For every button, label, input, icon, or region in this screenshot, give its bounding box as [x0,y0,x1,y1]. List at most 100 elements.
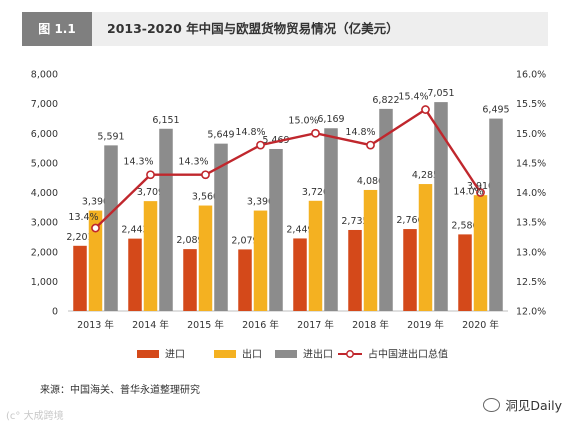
y-left-tick-label: 1,000 [31,277,58,288]
source-note: 来源：中国海关、普华永道整理研究 [40,385,200,396]
line-data-label: 14.3% [123,157,153,168]
share-point [421,105,430,114]
legend-import-label: 进口 [165,349,185,361]
bar-data-label: 3,560 [192,192,219,203]
bar-data-label: 2,079 [231,235,258,246]
share-point [201,170,210,180]
watermark-logo-right: 洞见Daily [483,395,562,414]
legend-share-label: 占中国进出口总值 [368,348,448,361]
y-left-tick-label: 0 [52,307,58,318]
bar-data-label: 6,495 [482,105,509,116]
line-data-label: 13.4% [68,212,98,223]
y-right-tick-label: 12.5% [516,277,546,288]
x-tick-label: 2017 年 [297,319,334,331]
share-point [146,170,155,180]
y-right-tick-label: 15.0% [516,129,546,140]
y-right-tick-label: 13.5% [516,218,546,229]
y-right-tick-label: 16.0% [516,70,546,81]
bar-export [308,200,323,311]
bar-import [403,229,417,311]
y-right-tick-label: 14.5% [516,158,546,169]
bar-total [214,143,228,311]
share-point [311,128,320,138]
legend-export-swatch [214,350,236,358]
legend-total-label: 进出口 [303,348,333,361]
y-left-tick-label: 2,000 [31,247,58,258]
bar-total [434,102,448,311]
x-tick-label: 2020 年 [462,319,499,331]
bar-data-label: 5,649 [207,130,234,141]
y-left-tick-label: 4,000 [31,188,58,199]
bar-data-label: 6,169 [317,114,344,125]
bar-data-label: 3,390 [82,197,109,208]
line-data-label: 14.8% [345,127,375,138]
line-data-label: 15.0% [288,115,318,126]
x-tick-label: 2016 年 [242,319,279,331]
bar-data-label: 2,443 [121,225,148,236]
bar-export [363,189,378,311]
share-line [94,107,482,229]
line-data-label: 15.4% [398,92,428,103]
x-tick-label: 2018 年 [352,319,389,331]
bar-import [183,249,197,311]
bar-import [238,249,252,311]
x-tick-label: 2019 年 [407,319,444,331]
y-left-tick-label: 5,000 [31,158,58,169]
bar-import [73,245,87,311]
y-left-tick-label: 6,000 [31,129,58,140]
bar-export [418,184,433,311]
bar-data-label: 5,591 [97,131,124,142]
figure-label: 图 1.1 [22,12,92,46]
share-point [476,188,485,197]
bar-total [324,128,338,311]
bar-export [143,201,158,311]
share-point [256,140,265,150]
bar-data-label: 3,720 [302,187,329,198]
bar-total [379,108,393,311]
legend-total-swatch [275,350,297,358]
bar-data-label: 2,766 [396,215,423,226]
bar-total [159,128,173,311]
bar-data-label: 3,709 [137,187,164,198]
bar-import [128,238,142,311]
share-point [91,223,100,233]
bar-data-label: 7,051 [427,88,454,99]
bar-import [458,234,472,311]
bar-export [253,210,268,311]
bar-export [473,195,488,311]
bar-data-label: 2,449 [286,224,313,235]
bar-data-label: 6,151 [152,115,179,126]
bar-data-label: 2,201 [66,232,93,243]
bar-data-label: 4,285 [412,170,439,181]
bar-data-label: 3,910 [467,181,494,192]
bar-import [293,238,307,311]
figure-header: 图 1.1 2013-2020 年中国与欧盟货物贸易情况（亿美元） [22,12,548,46]
trade-chart: 0 1,000 2,000 3,000 4,000 5,000 6,000 7,000 8,00… [31,70,546,361]
bar-data-label: 2,735 [341,216,368,227]
x-tick-label: 2013 年 [77,319,114,331]
bar-total [104,145,118,311]
bar-total [489,118,503,311]
bar-data-label: 6,822 [372,95,399,106]
legend-import-swatch [137,350,159,358]
bar-data-label: 2,089 [176,235,203,246]
line-data-label: 14.3% [178,157,208,168]
chart-title: 2013-2020 年中国与欧盟货物贸易情况（亿美元） [107,21,399,36]
y-right-tick-label: 13.0% [516,247,546,258]
y-left-tick-label: 8,000 [31,70,58,81]
line-data-label: 14.8% [235,127,265,138]
bar-data-label: 2,586 [451,220,478,231]
y-right-tick-label: 15.5% [516,99,546,110]
bar-data-label: 5,469 [262,135,289,146]
chat-bubble-icon [483,397,501,412]
x-tick-label: 2014 年 [132,319,169,331]
bar-data-label: 4,086 [357,176,384,187]
y-right-tick-label: 14.0% [516,188,546,199]
bar-data-label: 3,390 [247,197,274,208]
watermark-text: 洞见Daily [505,398,562,413]
bar-export [88,210,103,311]
line-data-label: 14.0% [453,187,483,198]
y-left-tick-label: 7,000 [31,99,58,110]
bar-total [269,148,283,311]
bar-import [348,229,362,311]
